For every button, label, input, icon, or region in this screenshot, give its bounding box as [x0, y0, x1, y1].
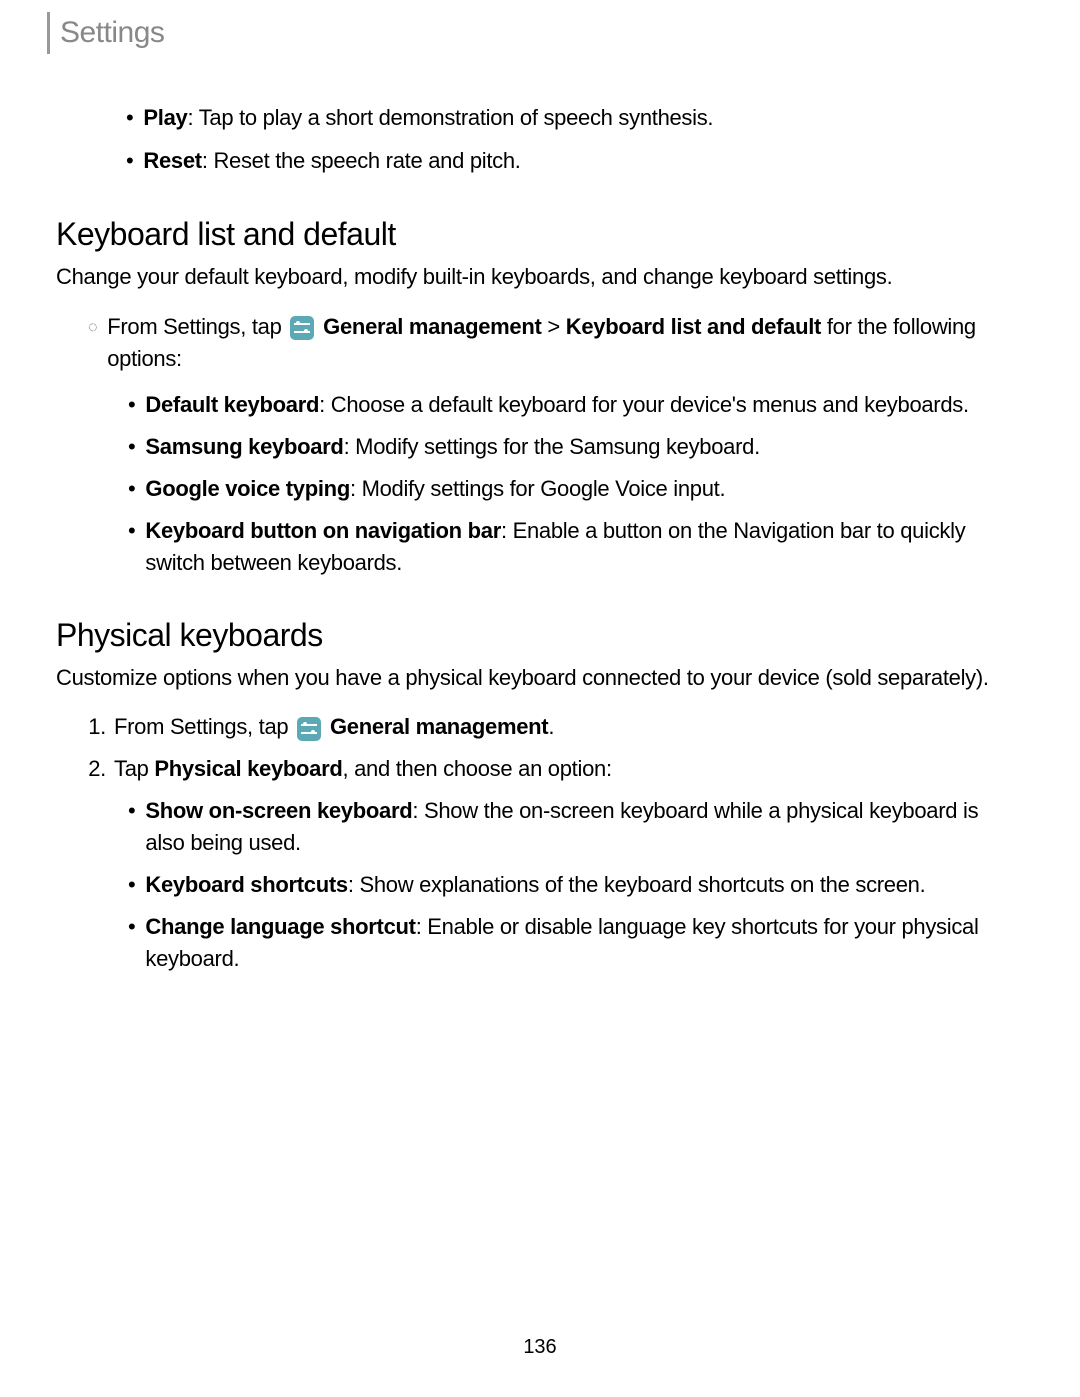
bullet-icon: •	[128, 473, 135, 505]
list-item: • Play: Tap to play a short demonstratio…	[126, 100, 1020, 135]
top-bullet-list: • Play: Tap to play a short demonstratio…	[126, 100, 1020, 178]
list-item: • Keyboard shortcuts: Show explanations …	[128, 869, 1020, 901]
header-accent-line	[47, 12, 50, 54]
number-marker: 1.	[88, 711, 106, 743]
list-item: • Keyboard button on navigation bar: Ena…	[128, 515, 1020, 579]
list-item: 1. From Settings, tap General management…	[88, 711, 1020, 743]
item-text: From Settings, tap General management > …	[107, 311, 1020, 375]
item-label: Google voice typing	[145, 476, 350, 501]
intro-prefix: From Settings, tap	[107, 314, 287, 339]
item-text: Play: Tap to play a short demonstration …	[143, 100, 713, 135]
gm-label: General management	[324, 714, 548, 739]
instruction-list: ◌ From Settings, tap General management …	[88, 311, 1020, 375]
item-label: Change language shortcut	[145, 914, 415, 939]
list-item: • Change language shortcut: Enable or di…	[128, 911, 1020, 975]
step2-suffix: , and then choose an option:	[343, 756, 612, 781]
bullet-icon: •	[128, 869, 135, 901]
section-heading-physical-keyboards: Physical keyboards	[56, 617, 1020, 654]
item-desc: : Reset the speech rate and pitch.	[202, 148, 521, 173]
item-label: Keyboard shortcuts	[145, 872, 347, 897]
list-item: • Samsung keyboard: Modify settings for …	[128, 431, 1020, 463]
bullet-icon: •	[128, 431, 135, 463]
item-desc: : Modify settings for Google Voice input…	[350, 476, 725, 501]
step2-prefix: Tap	[114, 756, 154, 781]
header-title: Settings	[60, 16, 164, 50]
sub-bullet-list: • Show on-screen keyboard: Show the on-s…	[128, 795, 1020, 974]
list-item: • Default keyboard: Choose a default key…	[128, 389, 1020, 421]
sub-bullet-list: • Default keyboard: Choose a default key…	[128, 389, 1020, 578]
step1-suffix: .	[548, 714, 554, 739]
page-content: • Play: Tap to play a short demonstratio…	[56, 90, 1020, 985]
item-desc: : Choose a default keyboard for your dev…	[319, 392, 969, 417]
bullet-icon: •	[128, 389, 135, 421]
item-text: Show on-screen keyboard: Show the on-scr…	[145, 795, 1020, 859]
list-item: ◌ From Settings, tap General management …	[88, 311, 1020, 375]
item-label: Reset	[143, 148, 201, 173]
item-label: Show on-screen keyboard	[145, 798, 412, 823]
item-text: Default keyboard: Choose a default keybo…	[145, 389, 968, 421]
pk-label: Physical keyboard	[154, 756, 342, 781]
item-text: Reset: Reset the speech rate and pitch.	[143, 143, 520, 178]
item-desc: : Tap to play a short demonstration of s…	[187, 105, 713, 130]
section-paragraph: Customize options when you have a physic…	[56, 662, 1020, 694]
number-marker: 2.	[88, 753, 106, 785]
item-text: Tap Physical keyboard, and then choose a…	[114, 753, 612, 785]
page-header: Settings	[47, 12, 164, 54]
item-label: Default keyboard	[145, 392, 319, 417]
section-paragraph: Change your default keyboard, modify bui…	[56, 261, 1020, 293]
list-item: • Reset: Reset the speech rate and pitch…	[126, 143, 1020, 178]
bullet-icon: •	[128, 795, 135, 859]
bullet-icon: •	[126, 143, 133, 178]
item-label: Play	[143, 105, 187, 130]
bullet-icon: •	[128, 911, 135, 975]
page-number: 136	[0, 1336, 1080, 1359]
bullet-icon: •	[128, 515, 135, 579]
item-text: Keyboard button on navigation bar: Enabl…	[145, 515, 1020, 579]
circle-icon: ◌	[88, 316, 97, 375]
bullet-icon: •	[126, 100, 133, 135]
gm-label: General management	[317, 314, 541, 339]
list-item: • Google voice typing: Modify settings f…	[128, 473, 1020, 505]
item-label: Samsung keyboard	[145, 434, 343, 459]
item-text: Google voice typing: Modify settings for…	[145, 473, 725, 505]
item-text: From Settings, tap General management.	[114, 711, 554, 743]
step1-prefix: From Settings, tap	[114, 714, 294, 739]
item-desc: : Modify settings for the Samsung keyboa…	[344, 434, 760, 459]
item-text: Keyboard shortcuts: Show explanations of…	[145, 869, 925, 901]
section-heading-keyboard-list: Keyboard list and default	[56, 216, 1020, 253]
general-management-icon	[290, 316, 314, 340]
item-label: Keyboard button on navigation bar	[145, 518, 501, 543]
intro-mid: >	[542, 314, 566, 339]
list-item: 2. Tap Physical keyboard, and then choos…	[88, 753, 1020, 785]
kld-label: Keyboard list and default	[566, 314, 821, 339]
item-text: Samsung keyboard: Modify settings for th…	[145, 431, 759, 463]
numbered-list: 1. From Settings, tap General management…	[88, 711, 1020, 785]
list-item: • Show on-screen keyboard: Show the on-s…	[128, 795, 1020, 859]
item-desc: : Show explanations of the keyboard shor…	[348, 872, 926, 897]
item-text: Change language shortcut: Enable or disa…	[145, 911, 1020, 975]
general-management-icon	[297, 717, 321, 741]
